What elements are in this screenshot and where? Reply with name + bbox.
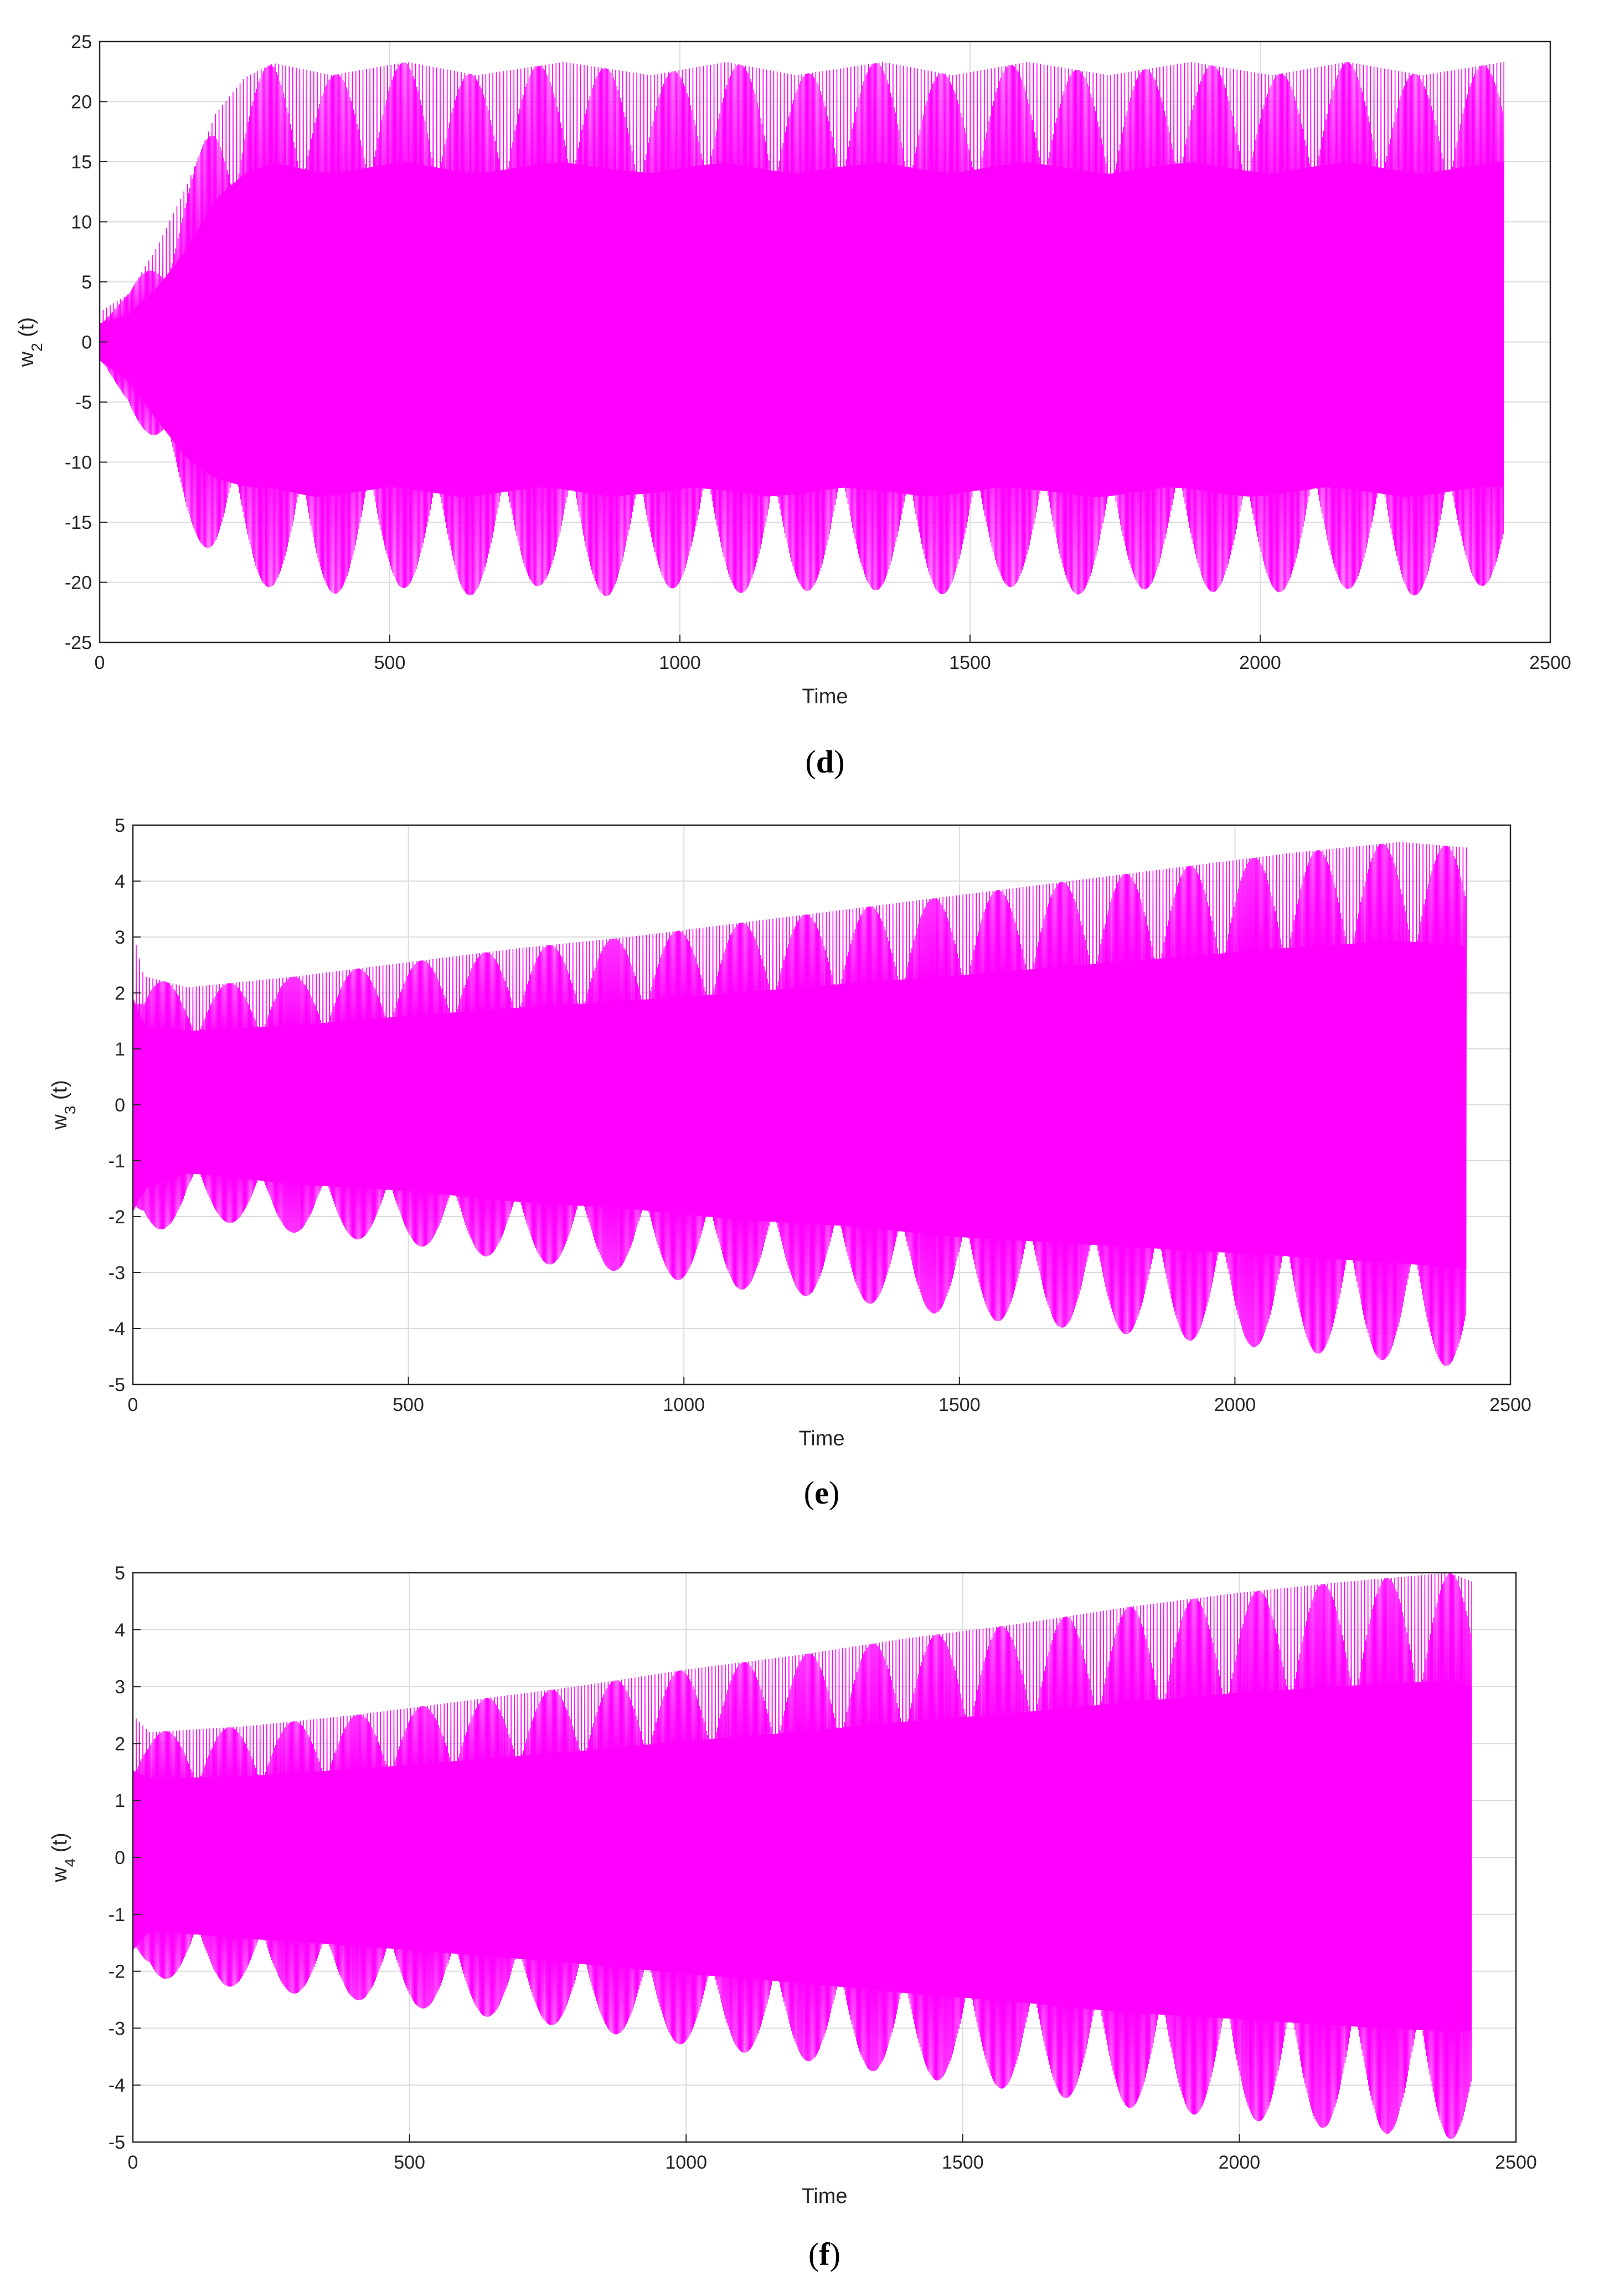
panel-d-series-core-band	[100, 161, 1504, 497]
panel-d-x-tick-label: 2500	[1529, 652, 1571, 673]
panel-e-x-ticks: 0 500 1000 1500 2000 2500	[128, 1377, 1531, 1415]
panel-d-caption-letter: d	[816, 744, 834, 780]
panel-f-y-label-base: w	[48, 1867, 71, 1883]
panel-e-y-tick-label: -4	[109, 1319, 125, 1340]
panel-d-y-tick-label: 10	[71, 212, 92, 233]
panel-e-y-tick-label: 3	[115, 927, 125, 948]
panel-f-caption-open: (	[808, 2236, 819, 2272]
panel-f-x-tick-label: 500	[394, 2152, 425, 2173]
panel-f-series	[132, 1573, 1472, 2139]
panel-f-y-ticks: -5 -4 -3 -2 -1 0 1 2 3 4 5	[109, 1563, 141, 2153]
panel-f-x-tick-label: 2000	[1219, 2152, 1261, 2173]
panel-e-caption: (e)	[804, 1475, 839, 1511]
panel-e-x-axis-label: Time	[798, 1427, 844, 1450]
panel-d: 0 500 1000 1500 2000 2500 -25 -20 -15 -10 -5 0 5 10 1…	[15, 32, 1571, 780]
panel-f-y-tick-label: 1	[115, 1790, 125, 1811]
panel-f-y-tick-label: -1	[109, 1904, 125, 1926]
panel-e-y-tick-label: 2	[115, 983, 125, 1004]
panel-d-y-tick-label: -25	[65, 632, 92, 653]
panel-f-x-tick-label: 2500	[1495, 2152, 1537, 2173]
panel-d-x-tick-label: 2000	[1239, 652, 1281, 673]
panel-f: 0 500 1000 1500 2000 2500 -5 -4 -3 -2 -1 0 1 2 3 4 5 Ti…	[48, 1563, 1537, 2272]
panel-d-caption-open: (	[806, 744, 816, 780]
panel-d-y-tick-label: -10	[65, 452, 92, 473]
panel-f-caption: (f)	[808, 2236, 840, 2272]
panel-e-y-label-tail: (t)	[48, 1080, 71, 1105]
panel-d-y-label-subscript: 2	[28, 343, 45, 352]
panel-e-y-label-subscript: 3	[61, 1106, 79, 1115]
panel-e-x-tick-label: 2000	[1214, 1394, 1256, 1415]
panel-d-series-line	[99, 61, 1504, 596]
panel-d-x-axis-label: Time	[802, 685, 848, 708]
panel-e-x-tick-label: 500	[393, 1394, 424, 1415]
panel-f-y-label-subscript: 4	[61, 1859, 79, 1867]
panel-f-y-tick-label: 5	[115, 1563, 125, 1584]
panel-e-y-ticks: -5 -4 -3 -2 -1 0 1 2 3 4 5	[109, 815, 141, 1396]
panel-f-y-tick-label: -5	[109, 2132, 125, 2153]
panel-e-x-tick-label: 1000	[663, 1394, 705, 1415]
panel-f-y-tick-label: 3	[115, 1677, 125, 1698]
panel-e-y-tick-label: 0	[115, 1095, 125, 1116]
panel-d-y-tick-label: 25	[71, 32, 92, 53]
panel-d-x-ticks: 0 500 1000 1500 2000 2500	[95, 635, 1571, 673]
panel-d-x-tick-label: 500	[374, 652, 406, 673]
panel-f-x-axis-label: Time	[801, 2185, 847, 2208]
panel-f-caption-letter: f	[819, 2236, 830, 2272]
panel-d-y-axis-label: w2 (t)	[15, 317, 45, 367]
panel-e-y-tick-label: 1	[115, 1039, 125, 1060]
panel-d-caption-close: )	[834, 744, 844, 780]
panel-e-series-core-band	[133, 940, 1467, 1269]
panel-d-y-label-base: w	[15, 351, 38, 367]
panel-f-y-tick-label: -4	[109, 2075, 125, 2096]
panel-f-caption-close: )	[830, 2236, 840, 2272]
panel-e-y-tick-label: -1	[109, 1151, 125, 1172]
panel-f-x-tick-label: 1000	[665, 2152, 707, 2173]
panel-f-y-tick-label: -3	[109, 2018, 125, 2039]
panel-f-y-tick-label: 4	[115, 1620, 125, 1641]
panel-e-y-tick-label: 5	[115, 815, 125, 836]
panel-d-x-tick-label: 1500	[949, 652, 991, 673]
panel-d-y-tick-label: 15	[71, 152, 92, 173]
panel-d-y-ticks: -25 -20 -15 -10 -5 0 5 10 15 20 25	[65, 32, 107, 653]
panel-f-y-tick-label: -2	[109, 1962, 125, 1983]
panel-f-x-tick-label: 0	[128, 2152, 138, 2173]
panel-d-y-label-tail: (t)	[15, 317, 38, 343]
panel-f-x-ticks: 0 500 1000 1500 2000 2500	[128, 2134, 1537, 2173]
panel-e-caption-close: )	[829, 1475, 839, 1511]
panel-e-caption-open: (	[804, 1475, 814, 1511]
panel-d-y-tick-label: 20	[71, 92, 92, 113]
panel-f-y-axis-label: w4 (t)	[48, 1832, 79, 1882]
panel-e-y-tick-label: -3	[109, 1263, 125, 1284]
panel-e-series-line	[132, 842, 1467, 1366]
panel-e-x-tick-label: 0	[128, 1394, 138, 1415]
panel-e-x-tick-label: 1500	[938, 1394, 981, 1415]
panel-f-x-tick-label: 1500	[942, 2152, 984, 2173]
panel-e-y-axis-label: w3 (t)	[48, 1080, 79, 1130]
panel-d-y-tick-label: -20	[65, 573, 92, 594]
panel-d-y-tick-label: 5	[81, 272, 92, 293]
panel-e-y-tick-label: 4	[115, 871, 125, 892]
panel-e-series	[132, 842, 1467, 1366]
panel-e-x-tick-label: 2500	[1489, 1394, 1531, 1415]
panel-d-x-tick-label: 1000	[659, 652, 701, 673]
panel-f-series-core-band	[133, 1680, 1472, 2032]
panel-e-y-label-base: w	[48, 1114, 71, 1130]
panel-e-caption-letter: e	[814, 1475, 829, 1511]
panel-d-y-tick-label: -5	[75, 392, 92, 413]
panel-f-series-line	[132, 1573, 1472, 2139]
panel-f-y-label-tail: (t)	[48, 1832, 71, 1858]
panel-d-series	[99, 61, 1504, 596]
panel-d-y-tick-label: 0	[81, 332, 92, 353]
panel-f-y-tick-label: 0	[115, 1847, 125, 1868]
panel-d-caption: (d)	[806, 744, 845, 780]
panel-d-x-tick-label: 0	[95, 652, 105, 673]
panel-e-y-tick-label: -2	[109, 1207, 125, 1228]
panel-e: 0 500 1000 1500 2000 2500 -5 -4 -3 -2 -1 0 1 2 3 4 5 Ti…	[48, 815, 1531, 1511]
panel-f-y-tick-label: 2	[115, 1733, 125, 1754]
panel-d-y-tick-label: -15	[65, 512, 92, 533]
panel-e-y-tick-label: -5	[109, 1374, 125, 1396]
